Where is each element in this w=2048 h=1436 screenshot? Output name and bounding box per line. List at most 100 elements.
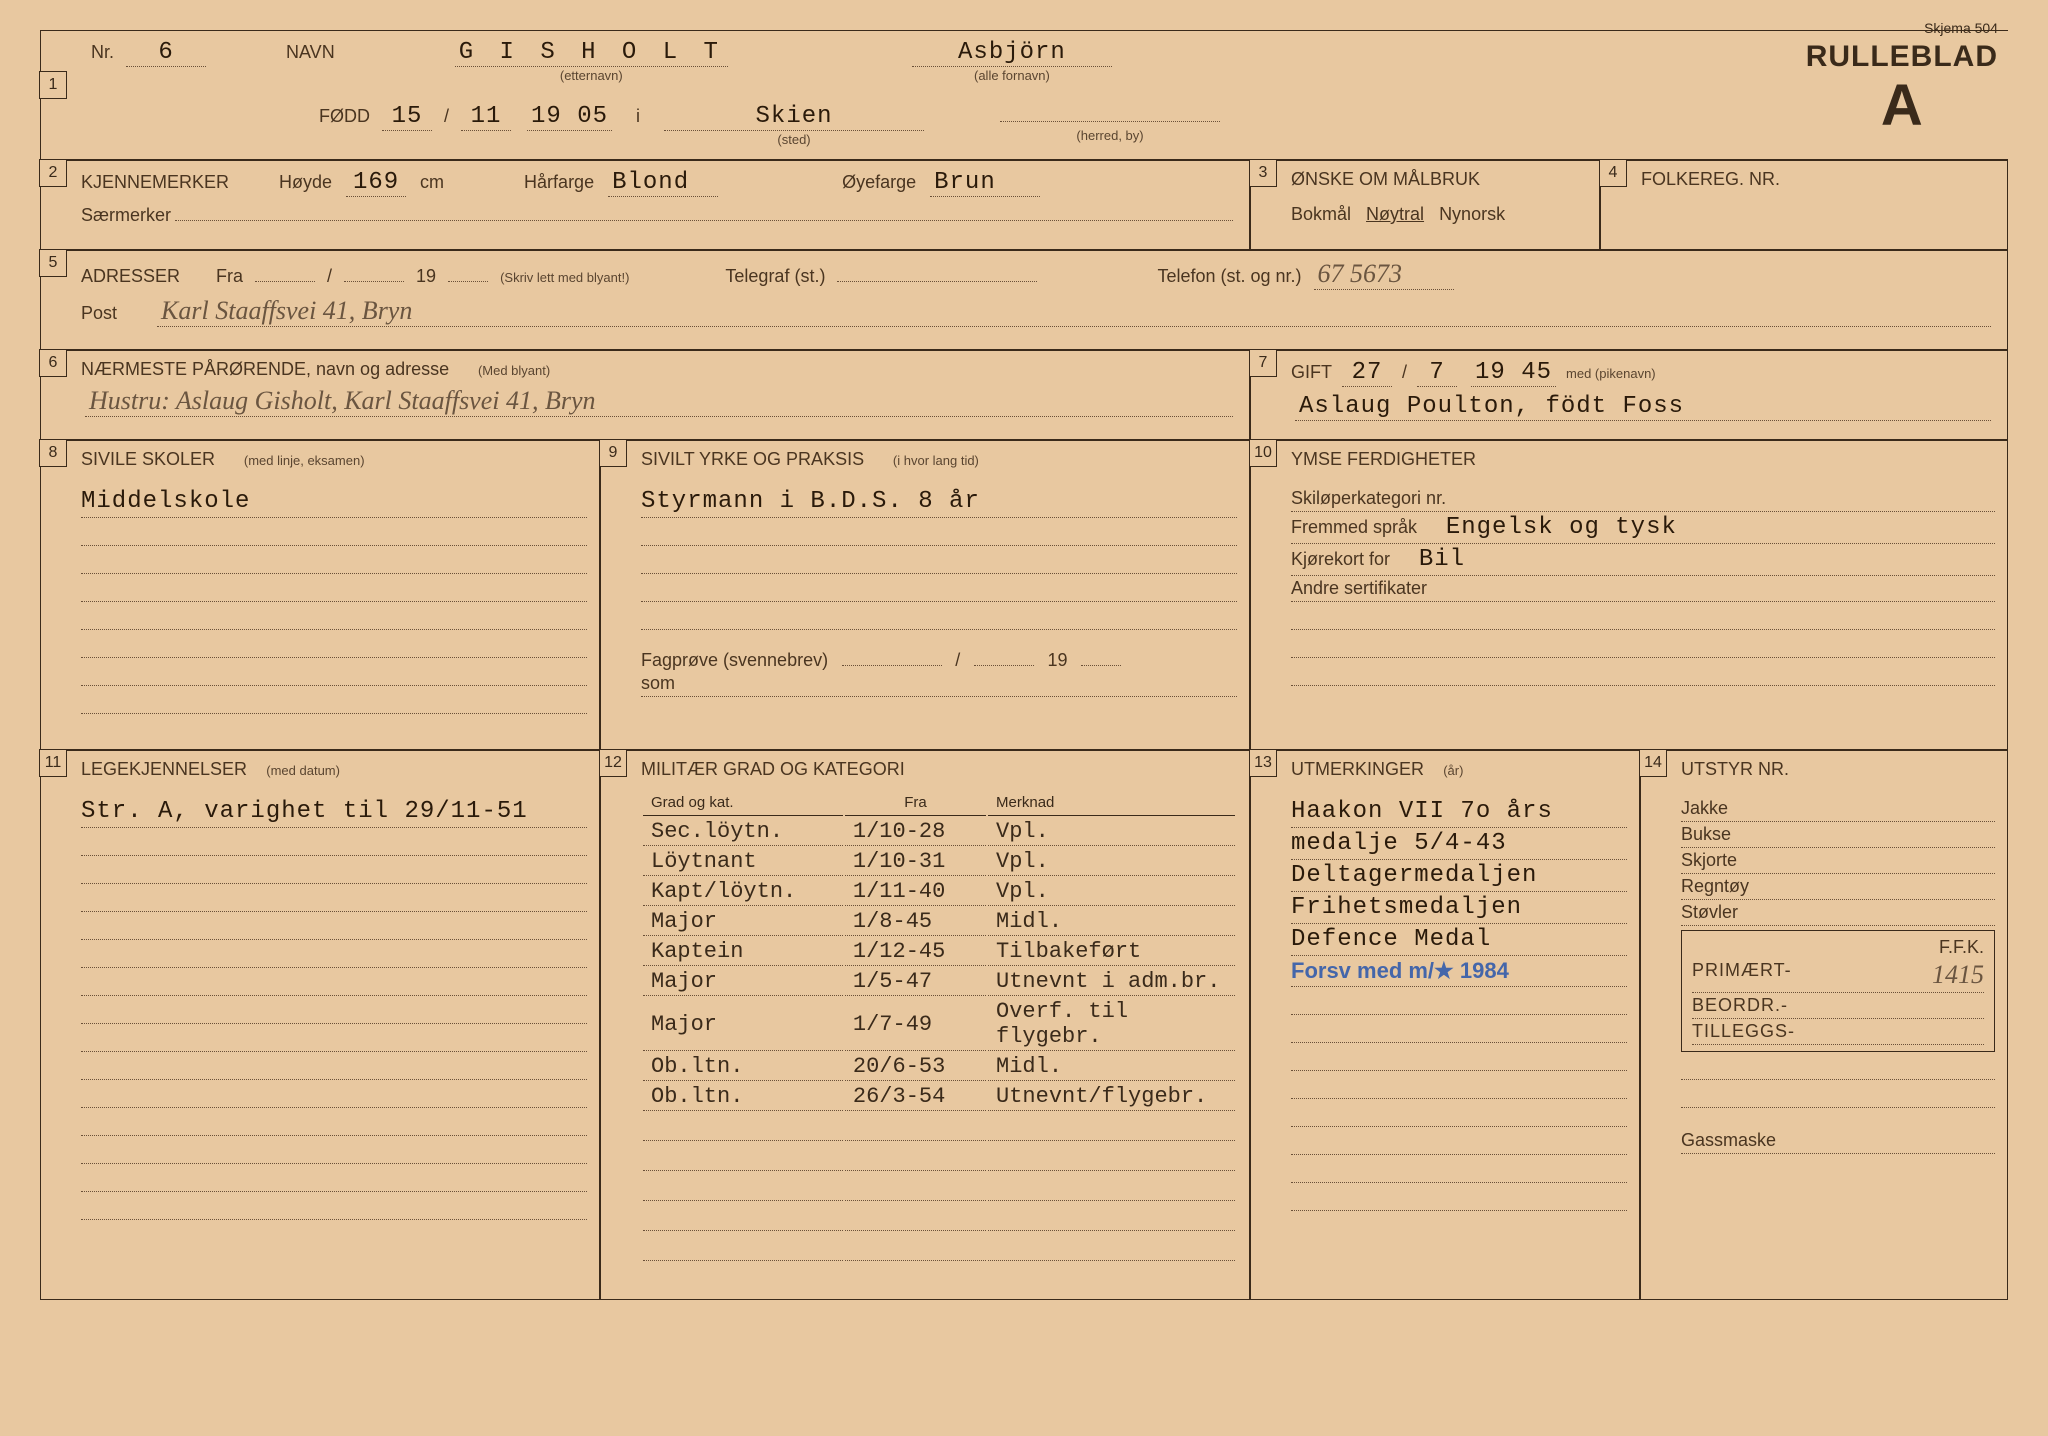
gift-year: 19 45 (1471, 359, 1556, 387)
section-1: 1 Nr. 6 NAVN G I S H O L T (etternavn) A… (40, 30, 2008, 160)
gift-name: Aslaug Poulton, födt Foss (1295, 393, 1991, 421)
section-10: 10 YMSE FERDIGHETER Skiløperkategori nr.… (1250, 440, 2008, 750)
skoler-title: SIVILE SKOLER (81, 449, 215, 469)
sprak-label: Fremmed språk (1291, 517, 1417, 537)
bokmal-option: Bokmål (1291, 204, 1351, 224)
skoler-value: Middelskole (81, 486, 587, 518)
surname-value: G I S H O L T (455, 39, 728, 67)
utmerk-l4: Frihetsmedaljen (1291, 892, 1627, 924)
row-6-7: 6 NÆRMESTE PÅRØRENDE, navn og adresse (M… (40, 350, 2008, 440)
blyant-note: (Skriv lett med blyant!) (500, 270, 629, 285)
section-number-6: 6 (39, 349, 67, 377)
utstyr-title: UTSTYR NR. (1681, 759, 1789, 779)
section-number-9: 9 (599, 439, 627, 467)
grad-col-3: Merknad (988, 790, 1235, 816)
adresser-label: ADRESSER (81, 266, 180, 287)
yrke-value: Styrmann i B.D.S. 8 år (641, 486, 1237, 518)
section-6: 6 NÆRMESTE PÅRØRENDE, navn og adresse (M… (40, 350, 1250, 440)
herred-sublabel: (herred, by) (1076, 128, 1143, 143)
section-9: 9 SIVILT YRKE OG PRAKSIS (i hvor lang ti… (600, 440, 1250, 750)
section-number-3: 3 (1249, 159, 1277, 187)
section-13: 13 UTMERKINGER (år) Haakon VII 7o års me… (1250, 750, 1640, 1300)
malbruk-title: ØNSKE OM MÅLBRUK (1291, 169, 1587, 190)
row-8-9-10: 8 SIVILE SKOLER (med linje, eksamen) Mid… (40, 440, 2008, 750)
row-11-14: 11 LEGEKJENNELSER (med datum) Str. A, va… (40, 750, 2008, 1300)
primaert-label: PRIMÆRT- (1692, 960, 1792, 990)
utmerk-stamp: Forsv med m/★ 1984 (1291, 958, 1509, 983)
nr-value: 6 (126, 39, 206, 67)
ferdigheter-title: YMSE FERDIGHETER (1291, 449, 1476, 469)
section-number-14: 14 (1639, 749, 1667, 777)
stovler-label: Støvler (1681, 900, 1995, 926)
post-label: Post (81, 303, 117, 324)
kjorekort-label: Kjørekort for (1291, 549, 1390, 569)
cm-label: cm (420, 172, 444, 193)
navn-label: NAVN (286, 42, 335, 63)
nr-label: Nr. (91, 42, 114, 63)
utmerk-l3: Deltagermedaljen (1291, 860, 1627, 892)
sted-value: Skien (664, 103, 924, 131)
grad-row (643, 1233, 1235, 1261)
gift-med: med (pikenavn) (1566, 366, 1656, 381)
andre-label: Andre sertifikater (1291, 578, 1427, 598)
section-2: 2 KJENNEMERKER Høyde 169 cm Hårfarge Blo… (40, 160, 1250, 250)
section-number-1: 1 (39, 71, 67, 99)
skoler-sub: (med linje, eksamen) (244, 453, 365, 468)
section-4: 4 FOLKEREG. NR. (1600, 160, 2008, 250)
gift-day: 27 (1342, 359, 1392, 387)
utmerk-l2: medalje 5/4-43 (1291, 828, 1627, 860)
section-number-7: 7 (1249, 349, 1277, 377)
section-number-13: 13 (1249, 749, 1277, 777)
utmerk-title: UTMERKINGER (1291, 759, 1424, 779)
row-2-3-4: 2 KJENNEMERKER Høyde 169 cm Hårfarge Blo… (40, 160, 2008, 250)
hoyde-value: 169 (346, 169, 406, 197)
beordr-label: BEORDR.- (1692, 995, 1788, 1015)
grad-col-2: Fra (845, 790, 986, 816)
section-number-2: 2 (39, 159, 67, 187)
section-number-5: 5 (39, 249, 67, 277)
surname-sublabel: (etternavn) (560, 68, 623, 83)
parorende-value: Hustru: Aslaug Gisholt, Karl Staaffsvei … (85, 386, 1233, 417)
fodd-label: FØDD (319, 106, 370, 127)
section-5: 5 ADRESSER Fra / 19 (Skriv lett med blya… (40, 250, 2008, 350)
utmerk-l1: Haakon VII 7o års (1291, 796, 1627, 828)
grad-table: Grad og kat. Fra Merknad Sec.löytn.1/10-… (641, 788, 1237, 1263)
skjorte-label: Skjorte (1681, 848, 1995, 874)
yrke-title: SIVILT YRKE OG PRAKSIS (641, 449, 864, 469)
parorende-blyant: (Med blyant) (478, 363, 550, 378)
section-number-12: 12 (599, 749, 627, 777)
parorende-title: NÆRMESTE PÅRØRENDE, navn og adresse (81, 359, 449, 379)
section-number-11: 11 (39, 749, 67, 777)
grad-row: Kapt/löytn.1/11-40Vpl. (643, 878, 1235, 906)
folkereg-title: FOLKEREG. NR. (1641, 169, 1995, 190)
utmerk-sub: (år) (1443, 763, 1463, 778)
gift-month: 7 (1417, 359, 1457, 387)
militar-title: MILITÆR GRAD OG KATEGORI (641, 759, 905, 779)
fodd-year: 19 05 (527, 103, 612, 131)
utmerk-l5: Defence Medal (1291, 924, 1627, 956)
section-number-10: 10 (1249, 439, 1277, 467)
grad-row (643, 1203, 1235, 1231)
yrke-sub: (i hvor lang tid) (893, 453, 979, 468)
oyefarge-value: Brun (930, 169, 1040, 197)
bukse-label: Bukse (1681, 822, 1995, 848)
post-address: Karl Staaffsvei 41, Bryn (157, 296, 1991, 327)
grad-row: Major1/8-45Midl. (643, 908, 1235, 936)
lege-value: Str. A, varighet til 29/11-51 (81, 796, 587, 828)
i-label: i (636, 106, 640, 127)
kjorekort-value: Bil (1419, 546, 1465, 573)
section-14: 14 UTSTYR NR. Jakke Bukse Skjorte Regntø… (1640, 750, 2008, 1300)
fodd-day: 15 (382, 103, 432, 131)
grad-row (643, 1113, 1235, 1141)
lege-sub: (med datum) (266, 763, 340, 778)
grad-row: Ob.ltn.20/6-53Midl. (643, 1053, 1235, 1081)
section-8: 8 SIVILE SKOLER (med linje, eksamen) Mid… (40, 440, 600, 750)
som-label: som (641, 673, 675, 693)
grad-row: Löytnant1/10-31Vpl. (643, 848, 1235, 876)
sted-sublabel: (sted) (777, 132, 810, 147)
harfarge-label: Hårfarge (524, 172, 594, 193)
fodd-month: 11 (461, 103, 511, 131)
kjennemerker-label: KJENNEMERKER (81, 172, 229, 193)
ffk-label: F.F.K. (1692, 937, 1984, 958)
grad-row: Major1/5-47Utnevnt i adm.br. (643, 968, 1235, 996)
